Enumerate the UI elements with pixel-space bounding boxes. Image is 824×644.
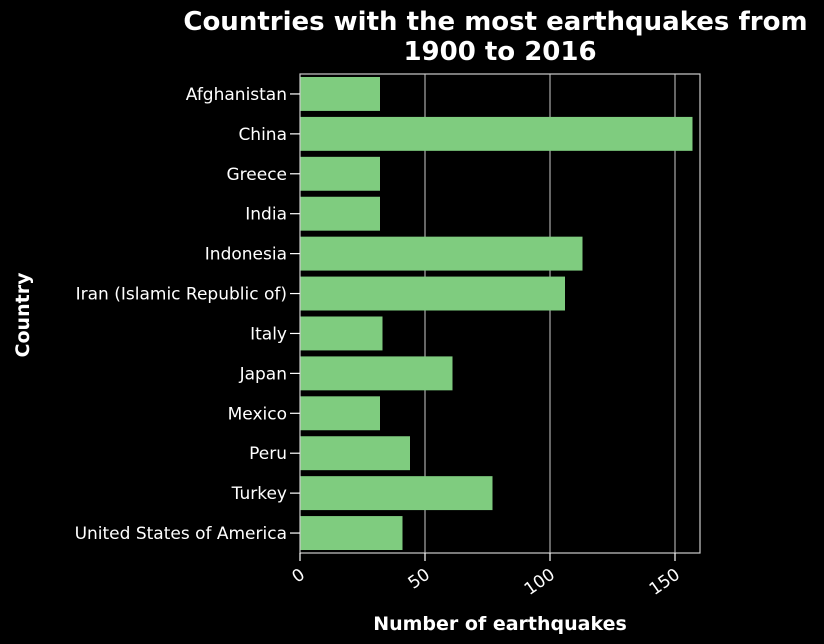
bar-8 — [300, 396, 380, 431]
bar-0 — [300, 76, 380, 111]
y-tick-label-10: Turkey — [231, 484, 287, 504]
y-tick-label-4: Indonesia — [205, 245, 287, 265]
y-tick-label-9: Peru — [249, 444, 287, 464]
bar-6 — [300, 316, 383, 351]
chart-title-line-2: 1900 to 2016 — [403, 37, 596, 67]
x-tick-label-1: 50 — [405, 565, 434, 594]
chart-title: Countries with the most earthquakes from… — [183, 7, 816, 67]
bar-5 — [300, 276, 565, 311]
x-tick-label-0: 0 — [289, 565, 309, 588]
bar-4 — [300, 236, 583, 271]
y-tick-label-0: Afghanistan — [186, 85, 287, 105]
y-tick-label-6: Italy — [250, 324, 287, 344]
x-axis-title: Number of earthquakes — [373, 613, 627, 635]
y-tick-label-11: United States of America — [75, 524, 287, 544]
y-tick-label-2: Greece — [226, 165, 287, 185]
x-tick-label-3: 150 — [646, 565, 684, 600]
bar-7 — [300, 356, 453, 391]
x-tick-label-2: 100 — [521, 565, 559, 600]
bar-9 — [300, 436, 410, 471]
bar-1 — [300, 116, 693, 151]
chart-title-line-1: Countries with the most earthquakes from — [183, 7, 807, 37]
bar-11 — [300, 516, 403, 551]
y-tick-label-1: China — [238, 125, 287, 145]
y-tick-label-7: Japan — [239, 364, 287, 384]
bar-3 — [300, 196, 380, 231]
plot-frame — [299, 73, 701, 554]
y-tick-label-8: Mexico — [228, 404, 287, 424]
plot-area: Afghanistan China Greece India Indonesia Iran… — [75, 73, 701, 600]
bar-2 — [300, 156, 380, 191]
bar-10 — [300, 476, 493, 511]
y-tick-label-5: Iran (Islamic Republic of) — [76, 285, 287, 305]
y-axis-title: Country — [12, 272, 34, 358]
y-tick-label-3: India — [245, 205, 287, 225]
